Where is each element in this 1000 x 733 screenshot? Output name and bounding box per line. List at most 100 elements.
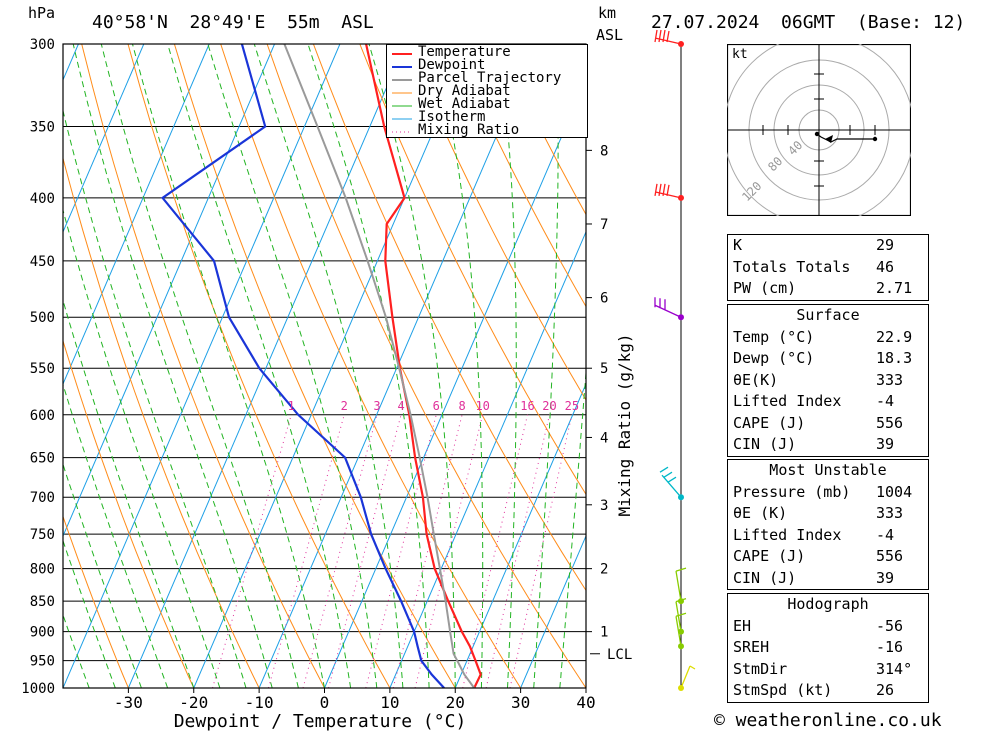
hodograph-point [814,131,820,137]
copyright-label[interactable]: © weatheronline.co.uk [714,710,942,731]
km-tick-label: 4 [600,430,608,446]
hodograph-table: Hodograph EH -56 SREH -16 StmDir 314° StmSp… [727,593,929,703]
mu-pressure-value: 1004 [876,482,913,501]
pressure-tick-label: 800 [30,562,55,578]
dry-adiabat [63,339,195,688]
hodograph-point [872,136,878,142]
dry-adiabat [405,44,586,401]
wet-adiabat [63,539,116,688]
surface-li-value: -4 [876,392,895,410]
km-tick-label: 6 [600,291,608,307]
isotherm [454,382,586,688]
pressure-tick-label: 700 [30,490,55,506]
hodograph: kt 40 80 120 [727,44,911,216]
surface-dewp-label: Dewp (°C) [733,349,815,367]
wind-barb [675,598,687,632]
mu-cape-label: CAPE (J) [733,547,806,565]
mixing-ratio-label: 3 [373,399,380,413]
legend-dry-adiabat: Dry Adiabat [418,83,511,99]
mixing-ratio-line [509,414,573,688]
legend-dewpoint: Dewpoint [418,57,486,73]
pressure-tick-label: 450 [30,254,55,270]
isotherm [324,78,586,688]
isotherm [258,44,537,688]
k-label: K [733,236,743,254]
mixing-ratio-label: 1 [288,399,295,413]
stmdir-label: StmDir [733,659,788,678]
pressure-tick-label: 950 [30,654,55,670]
dry-adiabat [962,44,1000,688]
legend-isotherm: Isotherm [418,109,486,125]
pw-value: 2.71 [876,279,913,297]
mixing-ratio-label: 4 [397,399,404,413]
wind-barb [659,466,682,498]
isotherm [127,44,406,688]
dry-adiabat [63,156,260,688]
wind-barb [654,297,682,318]
stmspd-label: StmSpd (kt) [733,681,833,699]
mu-li-label: Lifted Index [733,525,842,544]
surface-cape-label: CAPE (J) [733,413,806,432]
dry-adiabat [312,44,586,592]
x-tick-label: 10 [380,693,399,712]
stmdir-value: 314° [876,659,913,678]
sreh-value: -16 [876,638,904,656]
wet-adiabat [63,383,169,688]
hodograph-storm-arrow [825,135,833,143]
surface-cin-label: CIN (J) [733,435,797,453]
wet-adiabat [63,208,221,688]
indices-table: K 29 Totals Totals 46 PW (cm) 2.71 [727,234,929,301]
wind-barb [680,665,696,689]
mixing-ratio-line [392,414,463,688]
most-unstable-table: Most Unstable Pressure (mb) 1004 θE (K) 33… [727,459,929,590]
legend-swatches [392,53,412,133]
mixing-ratio-line [462,414,529,688]
mu-thetae-label: θE (K) [733,504,788,522]
mu-thetae-value: 333 [876,504,904,522]
km-tick-label: 3 [600,498,608,514]
isotherm [0,44,13,688]
x-tick-label: 40 [576,693,595,712]
wind-barb [675,567,687,602]
mu-li-value: -4 [876,525,895,544]
hodo-table-title: Hodograph [787,595,869,613]
surface-cape-value: 556 [876,413,904,432]
wet-adiabat [207,44,378,688]
mu-cape-value: 556 [876,547,904,565]
wet-adiabat [63,108,247,688]
mixing-ratio-line [212,414,292,688]
lcl-label: LCL [607,647,632,663]
surface-table: Surface Temp (°C) 22.9 Dewp (°C) 18.3 θE(K… [727,304,929,457]
mixing-ratio-line [302,414,378,688]
legend-wet-adiabat: Wet Adiabat [418,96,511,112]
pressure-tick-label: 350 [30,119,55,135]
wet-adiabat [63,613,90,688]
pressure-tick-label: 1000 [21,681,55,697]
hodograph-trace [816,133,875,143]
x-tick-label: -30 [114,693,143,712]
wet-adiabat [72,44,273,688]
stmspd-value: 26 [876,681,895,699]
pressure-tick-label: 600 [30,408,55,424]
wind-barb [675,612,687,647]
isotherm [63,44,145,234]
x-tick-label: 30 [511,693,530,712]
surface-temp-label: Temp (°C) [733,327,815,346]
wet-adiabat [368,44,456,688]
eh-value: -56 [876,616,904,635]
mixing-ratio-label: 2 [341,399,348,413]
km-tick-label: 1 [600,625,608,641]
pw-label: PW (cm) [733,279,797,297]
plot-frame [62,43,587,689]
mixing-ratio-axis-title: Mixing Ratio (g/kg) [615,333,634,516]
km-tick-label: 8 [600,143,608,159]
pressure-tick-label: 400 [30,191,55,207]
isotherm [63,44,341,688]
dry-adiabat [63,515,129,688]
surface-title: Surface [796,306,860,324]
hodograph-unit: kt [732,47,748,62]
dry-adiabat [452,44,586,308]
surface-cin-value: 39 [876,435,895,453]
pressure-unit-label: hPa [28,4,56,22]
